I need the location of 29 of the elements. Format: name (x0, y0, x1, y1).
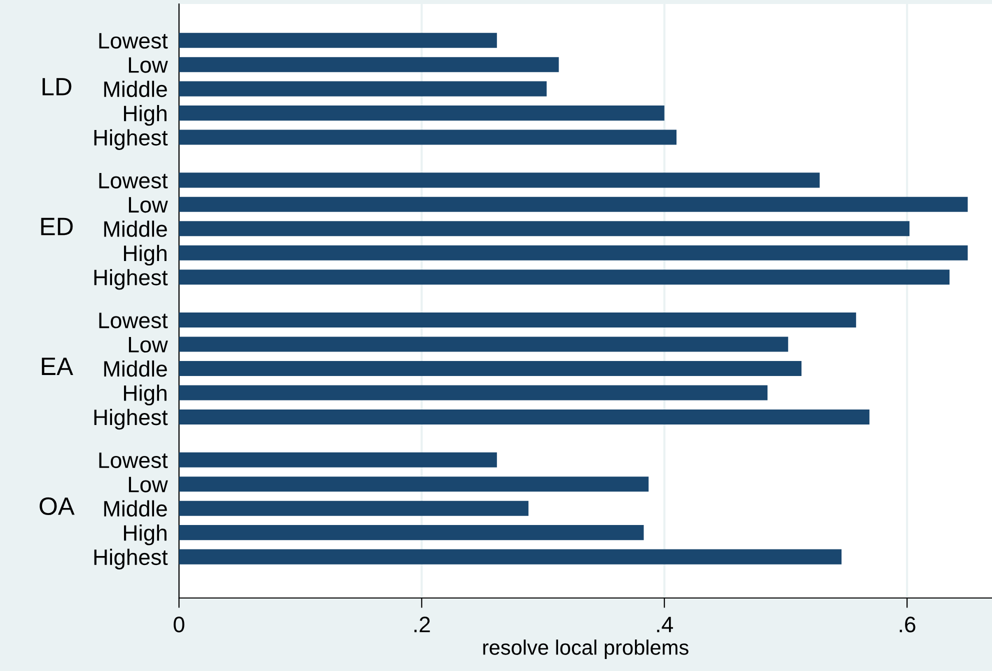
y-tick-label: Lowest (99, 33, 168, 49)
y-tick-label: Low (128, 57, 168, 73)
y-tick-label: Highest (94, 548, 168, 570)
y-tick-label: Highest (94, 408, 168, 430)
text: ED (41, 218, 73, 236)
text: EA (42, 358, 74, 375)
y-tick-label: Middle (104, 360, 167, 377)
text: OA (40, 497, 75, 516)
text: LD (42, 78, 72, 96)
y-tick-label: Low (128, 197, 168, 213)
y-tick-label: Highest (94, 129, 168, 150)
y-tick-label: Lowest (99, 452, 168, 468)
y-tick-label: High (124, 105, 166, 126)
x-axis-title: resolve local problems (483, 640, 688, 659)
y-tick-label: Low (128, 337, 168, 353)
y-tick-label: Middle (104, 500, 167, 517)
y-tick-label: Highest (94, 269, 168, 290)
x-tick-label: 0 (174, 616, 184, 632)
y-tick-label: High (124, 384, 166, 406)
y-tick-label: Middle (104, 220, 167, 237)
x-tick-label: .6 (900, 616, 916, 632)
y-tick-label: Lowest (99, 172, 168, 188)
y-tick-label: High (124, 524, 166, 546)
x-tick-label: .4 (657, 616, 673, 632)
y-tick-label: Middle (104, 80, 167, 98)
y-tick-label: Low (128, 476, 168, 492)
y-tick-label: Lowest (99, 312, 168, 328)
y-tick-label: High (124, 244, 166, 266)
x-tick-label: .2 (414, 616, 430, 632)
